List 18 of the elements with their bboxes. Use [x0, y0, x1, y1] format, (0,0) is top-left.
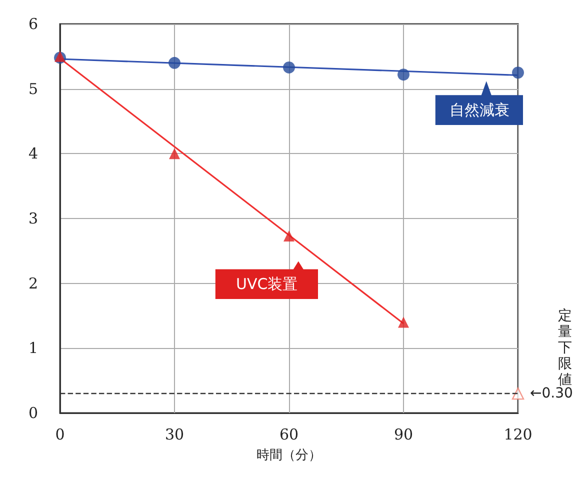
y-tick-label: 4 [28, 144, 38, 163]
y-tick-label: 1 [28, 339, 38, 358]
callout: UVC装置 [215, 261, 318, 300]
y-tick-label: 3 [28, 210, 38, 228]
y-tick-label: 0 [28, 404, 38, 422]
series-label: 自然減衰 [448, 100, 510, 121]
y-tick-label: 2 [28, 274, 38, 292]
x-tick-label: 90 [394, 426, 414, 444]
y-tick-label: 6 [28, 15, 38, 33]
x-tick-label: 30 [164, 426, 184, 444]
x-tick-label: 0 [55, 426, 65, 444]
x-tick-label: 60 [279, 426, 299, 444]
callout: 自然減衰 [435, 81, 524, 126]
text: 定量下限値 [558, 308, 572, 388]
x-tick-label: 120 [504, 426, 532, 444]
ref-line-label: ←0.30 [530, 386, 573, 402]
x-axis-title: 時間（分） [256, 448, 322, 463]
y-tick-label: 5 [28, 80, 38, 98]
